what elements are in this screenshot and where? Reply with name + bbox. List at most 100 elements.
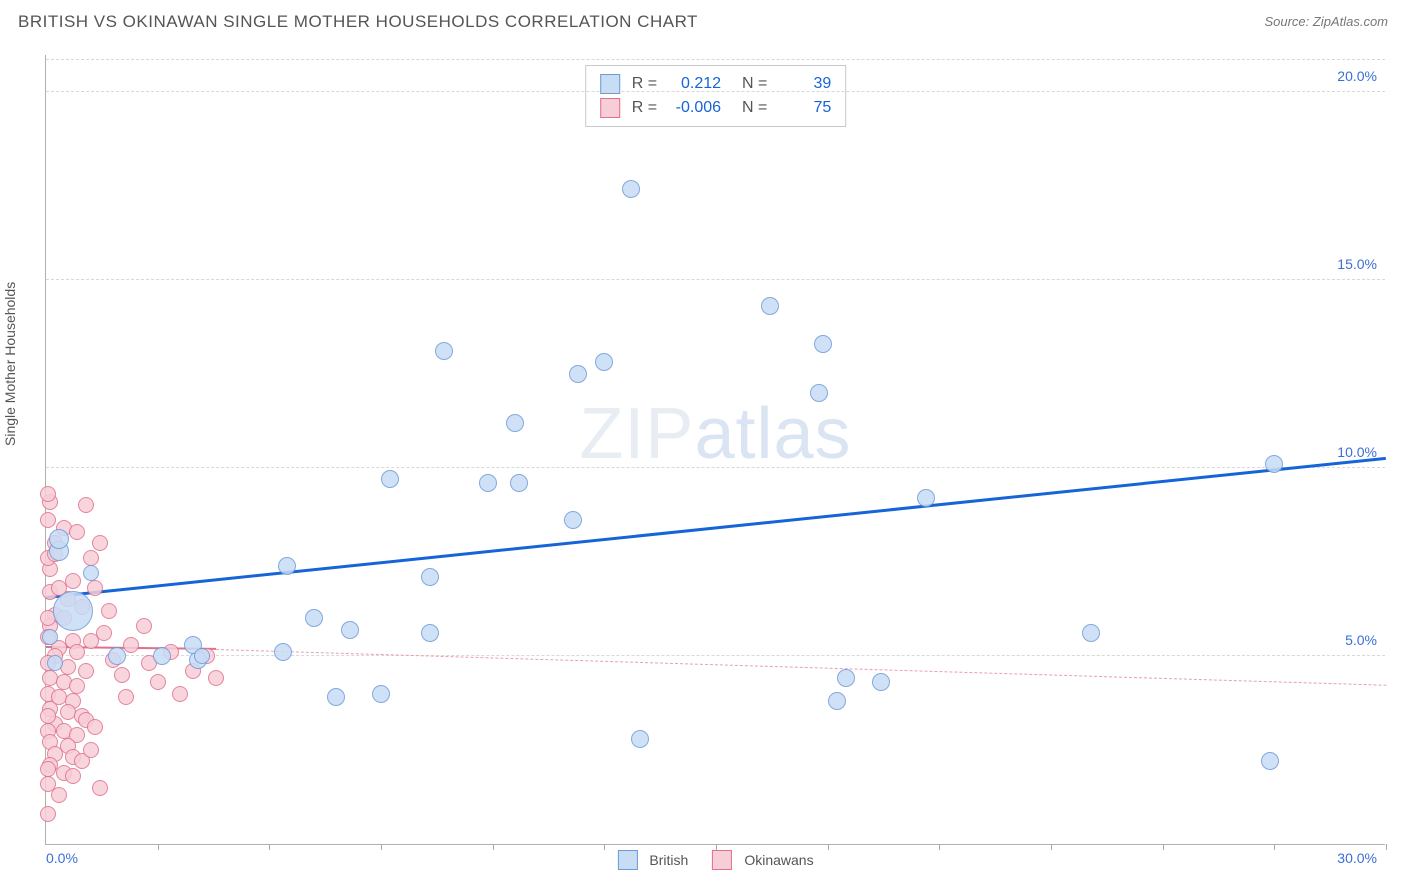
legend-item-british: British	[617, 850, 688, 870]
okinawans-point	[69, 644, 85, 660]
y-tick-label: 20.0%	[1337, 68, 1377, 84]
british-point	[1261, 752, 1279, 770]
okinawans-point	[123, 637, 139, 653]
x-tick	[939, 844, 940, 850]
okinawans-point	[96, 625, 112, 641]
british-point	[435, 342, 453, 360]
british-point	[274, 643, 292, 661]
british-point	[564, 511, 582, 529]
british-point	[506, 414, 524, 432]
british-point	[595, 353, 613, 371]
okinawans-point	[92, 535, 108, 551]
correlation-row-british: R = 0.212 N = 39	[600, 72, 832, 96]
british-point	[153, 647, 171, 665]
okinawans-point	[40, 806, 56, 822]
x-tick	[604, 844, 605, 850]
gridline	[46, 655, 1385, 656]
okinawans-point	[40, 776, 56, 792]
okinawans-point	[40, 512, 56, 528]
british-point	[372, 685, 390, 703]
x-tick	[269, 844, 270, 850]
x-tick	[1163, 844, 1164, 850]
okinawans-point	[87, 719, 103, 735]
british-point	[341, 621, 359, 639]
british-point	[814, 335, 832, 353]
legend-swatch-okinawans	[712, 850, 732, 870]
x-tick	[158, 844, 159, 850]
british-point	[510, 474, 528, 492]
okinawans-point	[69, 524, 85, 540]
british-point	[872, 673, 890, 691]
trend-line	[46, 457, 1386, 599]
series-legend: British Okinawans	[617, 850, 813, 870]
okinawans-point	[92, 780, 108, 796]
y-tick-label: 5.0%	[1345, 632, 1377, 648]
british-point	[47, 655, 63, 671]
y-axis-label: Single Mother Households	[2, 282, 18, 446]
correlation-row-okinawans: R = -0.006 N = 75	[600, 96, 832, 120]
okinawans-point	[78, 663, 94, 679]
okinawans-point	[208, 670, 224, 686]
source-attribution: Source: ZipAtlas.com	[1264, 14, 1388, 29]
british-point	[1082, 624, 1100, 642]
okinawans-point	[40, 486, 56, 502]
x-axis-max-label: 30.0%	[1337, 850, 1377, 866]
legend-label-okinawans: Okinawans	[744, 852, 813, 868]
british-point	[622, 180, 640, 198]
british-point	[49, 529, 69, 549]
british-point	[327, 688, 345, 706]
british-point	[278, 557, 296, 575]
british-point	[569, 365, 587, 383]
scatter-chart: ZIPatlas R = 0.212 N = 39 R = -0.006 N =…	[45, 55, 1385, 845]
x-tick	[1386, 844, 1387, 850]
gridline	[46, 59, 1385, 60]
okinawans-point	[83, 742, 99, 758]
okinawans-point	[150, 674, 166, 690]
y-tick-label: 15.0%	[1337, 256, 1377, 272]
british-point	[479, 474, 497, 492]
british-point	[837, 669, 855, 687]
x-tick	[493, 844, 494, 850]
legend-swatch-british	[617, 850, 637, 870]
british-point	[631, 730, 649, 748]
x-tick	[716, 844, 717, 850]
x-tick	[828, 844, 829, 850]
british-point	[828, 692, 846, 710]
british-point	[305, 609, 323, 627]
okinawans-point	[101, 603, 117, 619]
okinawans-point	[172, 686, 188, 702]
x-tick	[1274, 844, 1275, 850]
x-tick	[381, 844, 382, 850]
okinawans-point	[69, 678, 85, 694]
british-point	[83, 565, 99, 581]
x-axis-min-label: 0.0%	[46, 850, 78, 866]
british-point	[42, 629, 58, 645]
okinawans-point	[65, 768, 81, 784]
watermark-text: ZIPatlas	[579, 393, 851, 475]
x-tick	[1051, 844, 1052, 850]
british-point	[381, 470, 399, 488]
british-point	[53, 591, 93, 631]
legend-label-british: British	[649, 852, 688, 868]
okinawans-point	[83, 550, 99, 566]
gridline	[46, 91, 1385, 92]
british-point	[810, 384, 828, 402]
okinawans-point	[40, 761, 56, 777]
british-point	[421, 568, 439, 586]
okinawans-point	[114, 667, 130, 683]
gridline	[46, 279, 1385, 280]
correlation-legend: R = 0.212 N = 39 R = -0.006 N = 75	[585, 65, 847, 127]
okinawans-point	[78, 497, 94, 513]
gridline	[46, 467, 1385, 468]
okinawans-point	[87, 580, 103, 596]
british-point	[194, 648, 210, 664]
british-point	[108, 647, 126, 665]
british-point	[917, 489, 935, 507]
okinawans-point	[136, 618, 152, 634]
british-point	[761, 297, 779, 315]
okinawans-point	[40, 708, 56, 724]
british-point	[421, 624, 439, 642]
legend-item-okinawans: Okinawans	[712, 850, 813, 870]
british-point	[1265, 455, 1283, 473]
okinawans-point	[118, 689, 134, 705]
